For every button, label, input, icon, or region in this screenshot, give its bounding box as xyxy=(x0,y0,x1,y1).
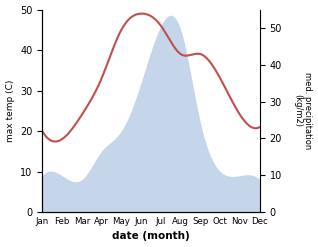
X-axis label: date (month): date (month) xyxy=(112,231,190,242)
Y-axis label: max temp (C): max temp (C) xyxy=(5,80,15,142)
Y-axis label: med. precipitation
(kg/m2): med. precipitation (kg/m2) xyxy=(293,72,313,149)
